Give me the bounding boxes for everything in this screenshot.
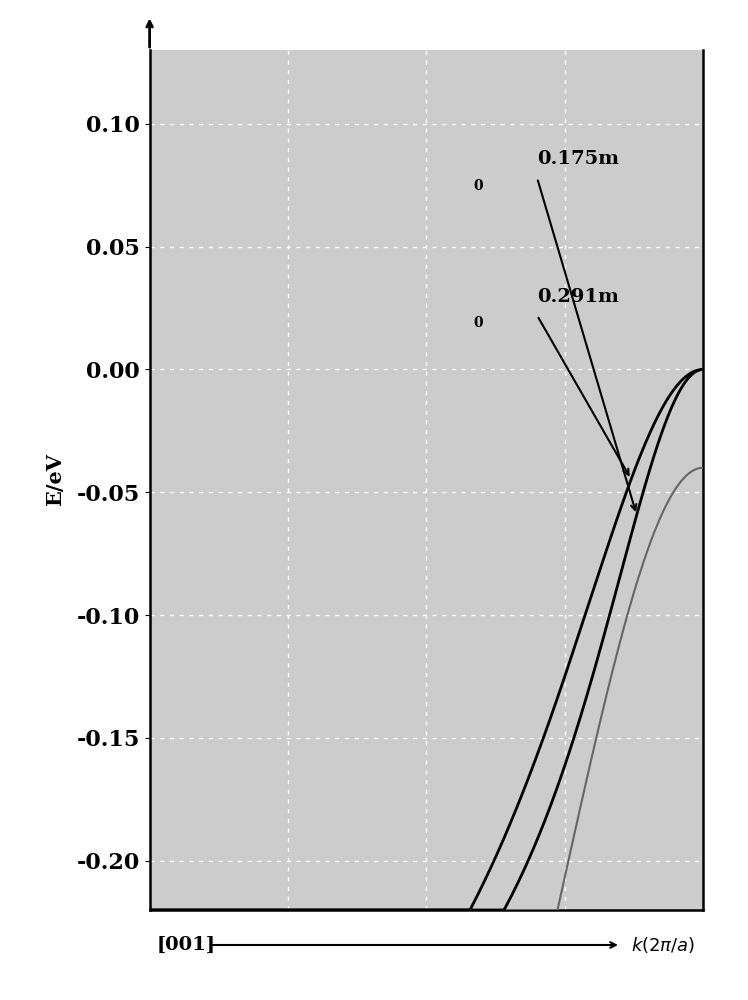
Text: 0.291m: 0.291m — [537, 288, 619, 306]
Text: 0: 0 — [473, 316, 483, 330]
Text: 0: 0 — [473, 179, 483, 193]
Y-axis label: E/eV: E/eV — [46, 454, 65, 506]
Text: 0.175m: 0.175m — [537, 150, 619, 168]
Text: [001]: [001] — [157, 936, 216, 954]
Text: $k(2\pi/a)$: $k(2\pi/a)$ — [631, 935, 696, 955]
